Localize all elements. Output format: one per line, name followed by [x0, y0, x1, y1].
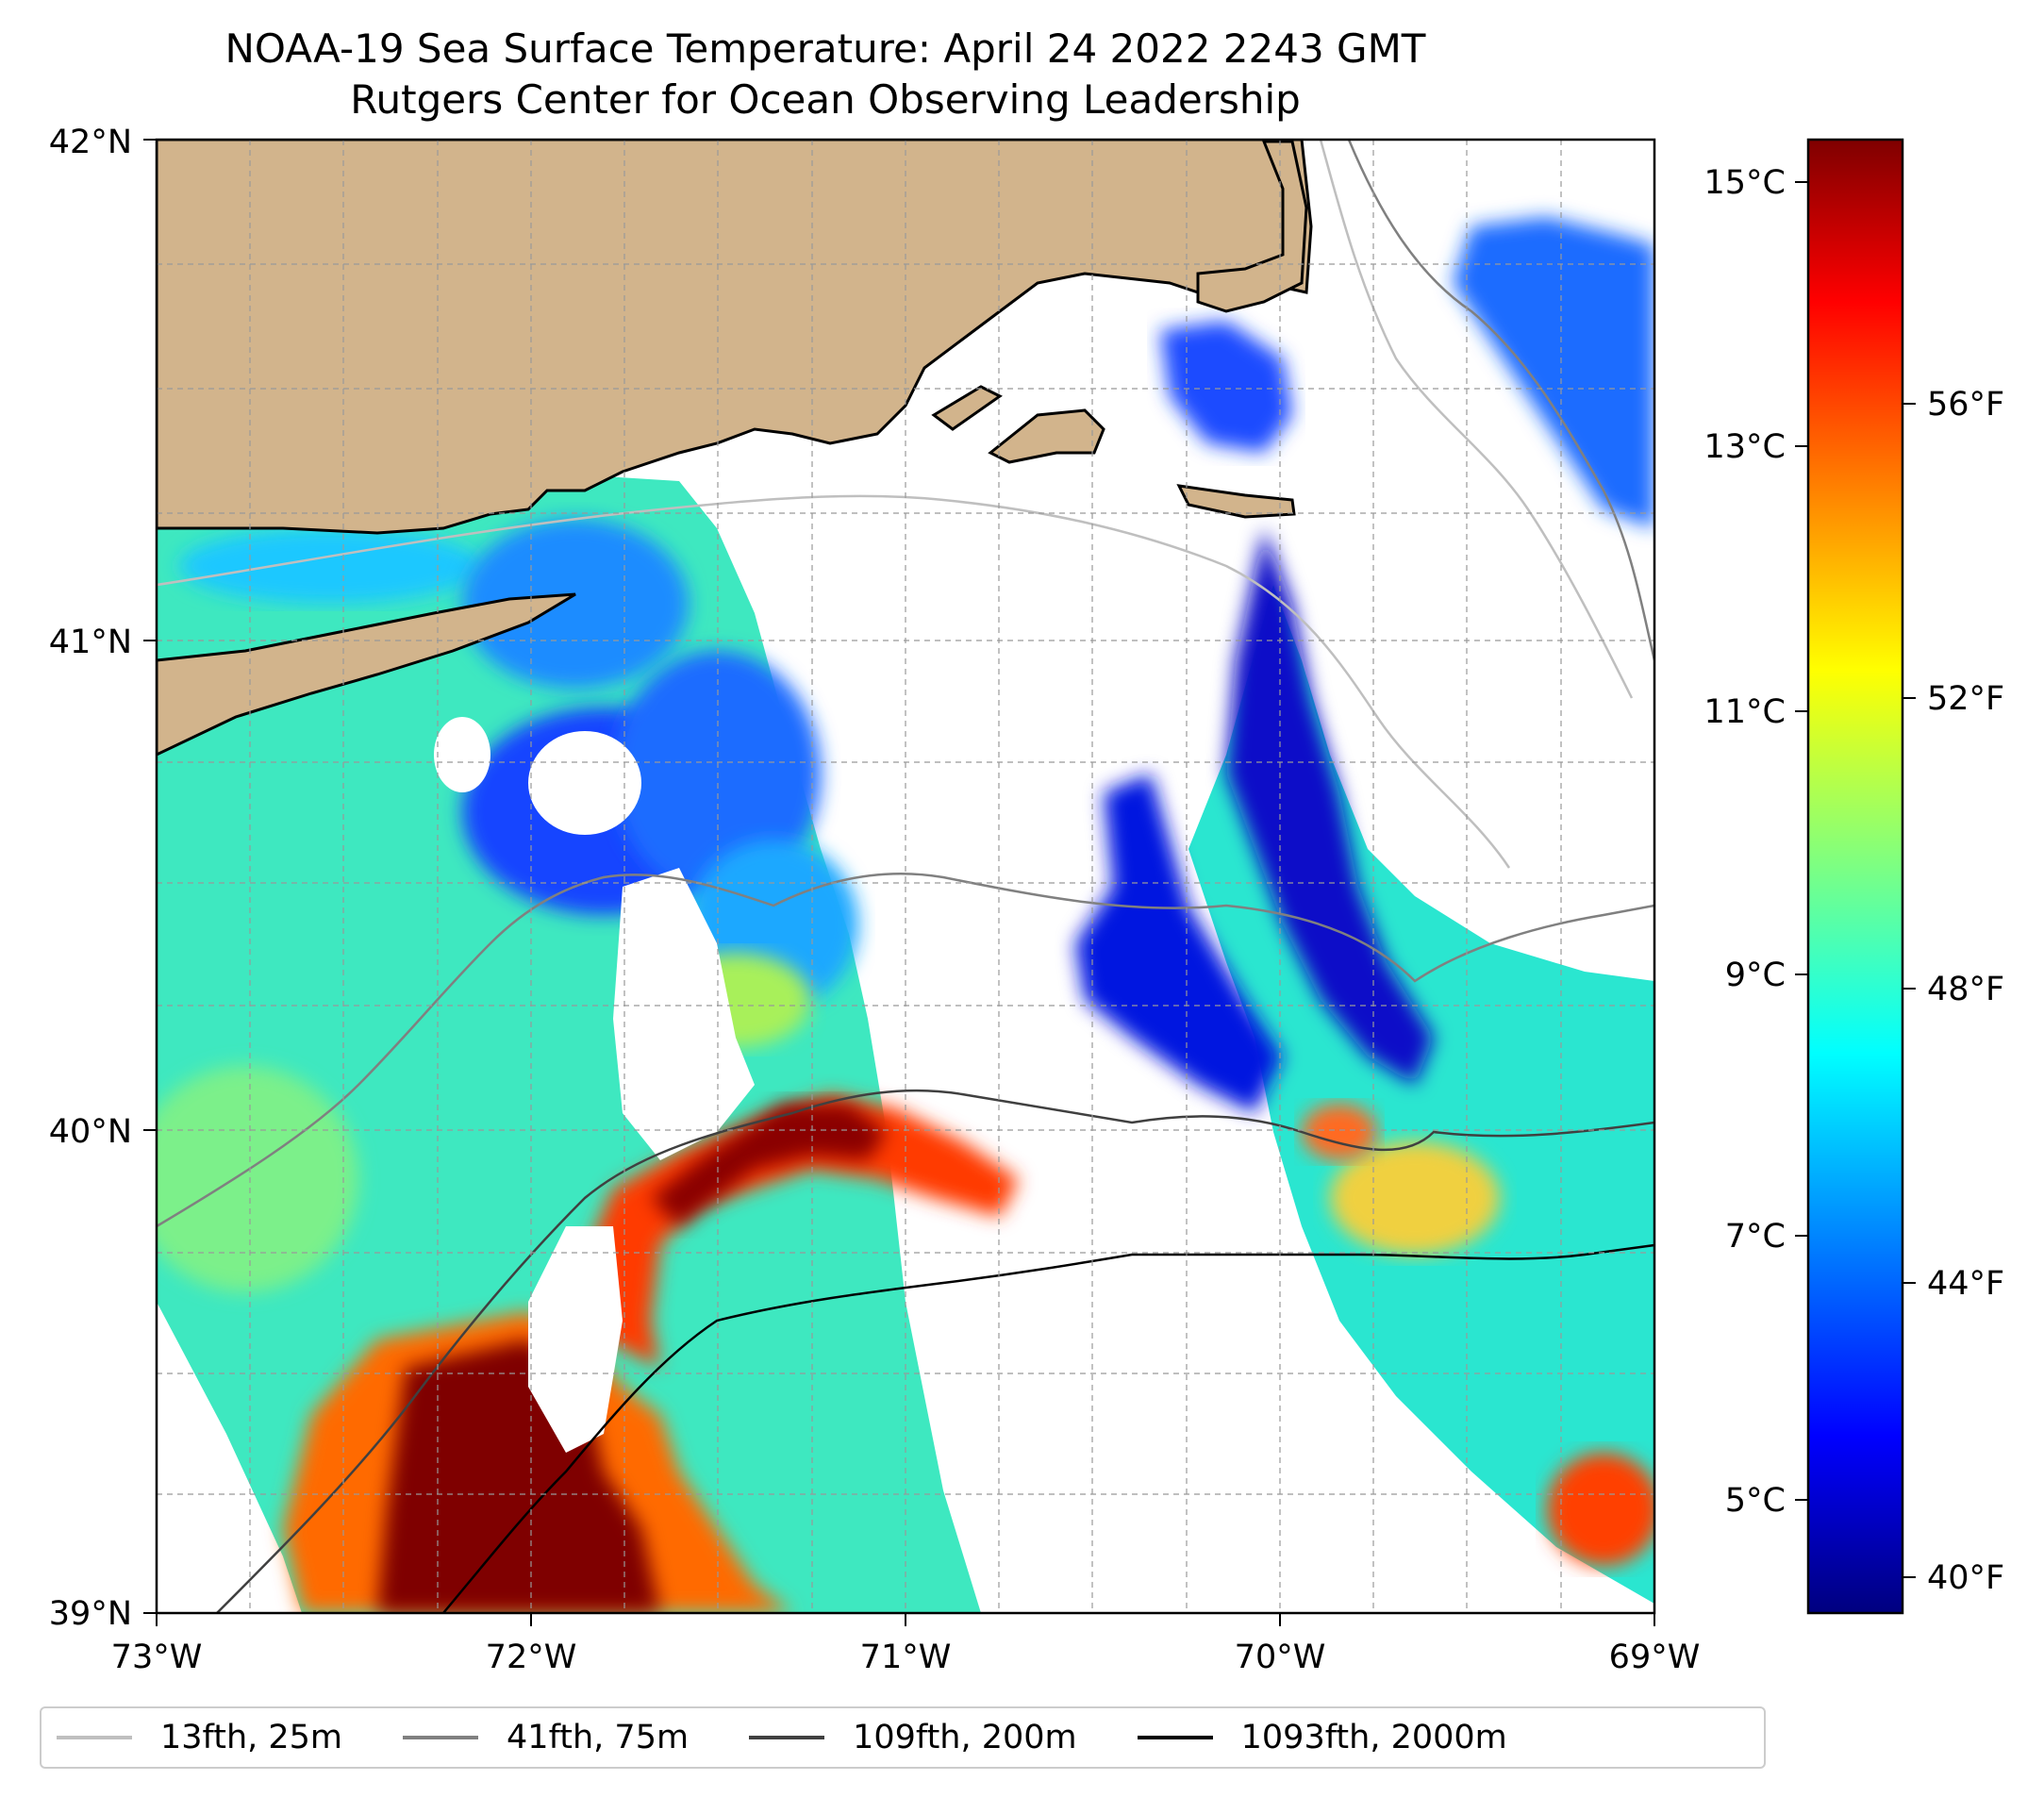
legend-item-75m: 41fth, 75m	[403, 1719, 689, 1756]
legend-item-2000m: 1093fth, 2000m	[1137, 1719, 1507, 1756]
cloud-gap	[613, 868, 755, 1160]
sst-cold-band	[1226, 528, 1434, 1085]
legend-label: 109fth, 200m	[853, 1719, 1077, 1756]
land-marthas-vineyard	[988, 408, 1105, 464]
legend-label: 13fth, 25m	[160, 1719, 343, 1756]
colorbar-celsius-label: 7°C	[1725, 1218, 1786, 1256]
sst-cool-patch	[462, 519, 689, 689]
x-tick-label: 72°W	[486, 1639, 577, 1676]
contour-2000m	[442, 1243, 1654, 1613]
cloud-gap	[528, 731, 641, 835]
cloud-gap	[528, 1226, 623, 1453]
legend-item-200m: 109fth, 200m	[749, 1719, 1077, 1756]
legend-swatch	[1137, 1736, 1213, 1739]
map-subtitle: Rutgers Center for Ocean Observing Leade…	[350, 76, 1301, 123]
sst-warm-core	[651, 1104, 887, 1226]
sst-warm-east	[1330, 1141, 1500, 1255]
sst-layer	[157, 217, 1654, 1613]
depth-legend: 13fth, 25m 41fth, 75m 109fth, 200m 1093f…	[40, 1706, 1766, 1769]
land-cape-cod	[1196, 140, 1308, 313]
x-tick-label: 71°W	[860, 1639, 952, 1676]
sst-cold-patch-north	[1160, 321, 1292, 453]
colorbar-celsius-label: 15°C	[1704, 164, 1786, 202]
legend-label: 41fth, 75m	[507, 1719, 690, 1756]
colorbar-celsius-label: 11°C	[1704, 693, 1786, 731]
colorbar-fahrenheit-label: 52°F	[1927, 680, 2004, 718]
legend-swatch	[749, 1736, 825, 1739]
colorbar-celsius-label: 5°C	[1725, 1482, 1786, 1520]
contour-75m	[1347, 140, 1654, 661]
legend-swatch	[403, 1736, 479, 1739]
contour-25m	[157, 494, 1511, 869]
sst-mid-patch	[157, 1066, 358, 1292]
colorbar	[1806, 138, 1904, 1615]
y-tick-label: 40°N	[49, 1113, 132, 1151]
sst-cool-patch	[613, 651, 821, 896]
y-tick-label: 39°N	[49, 1595, 132, 1633]
sst-cold-patch	[1075, 774, 1283, 1113]
y-tick-label: 41°N	[49, 624, 132, 661]
colorbar-fahrenheit-label: 56°F	[1927, 386, 2004, 424]
sst-warm-east	[1547, 1453, 1654, 1566]
map-gridlines	[157, 140, 1654, 1613]
colorbar-celsius-label: 9°C	[1725, 957, 1786, 994]
land-block-island	[931, 385, 1003, 431]
colorbar-celsius-label: 13°C	[1704, 428, 1786, 466]
sst-cool-patch	[179, 528, 481, 604]
sst-northeast-band	[1453, 217, 1654, 528]
colorbar-fahrenheit-label: 44°F	[1927, 1265, 2004, 1303]
x-tick-label: 69°W	[1609, 1639, 1701, 1676]
y-tick-label: 42°N	[49, 124, 132, 161]
land-nantucket	[1176, 484, 1296, 519]
colorbar-fahrenheit-label: 40°F	[1927, 1559, 2004, 1597]
x-tick-label: 73°W	[111, 1639, 203, 1676]
cloud-gap	[434, 717, 490, 792]
axis-ticks	[143, 139, 1655, 1626]
land-layer	[157, 140, 1313, 757]
sst-warm-filament	[585, 1094, 1019, 1368]
contour-200m	[216, 1089, 1654, 1613]
legend-item-25m: 13fth, 25m	[57, 1719, 342, 1756]
legend-label: 1093fth, 2000m	[1240, 1719, 1507, 1756]
legend-swatch	[57, 1736, 132, 1739]
bathymetry-layer	[157, 140, 1654, 1613]
contour-25m	[1319, 140, 1634, 699]
land-long-island	[157, 592, 576, 757]
x-tick-label: 70°W	[1235, 1639, 1326, 1676]
map-title: NOAA-19 Sea Surface Temperature: April 2…	[224, 25, 1426, 72]
sst-warm-east	[1302, 1104, 1377, 1160]
colorbar-fahrenheit-label: 48°F	[1927, 971, 2004, 1008]
contour-75m	[157, 873, 1654, 1228]
colorbar-ticks	[1795, 181, 1916, 1578]
